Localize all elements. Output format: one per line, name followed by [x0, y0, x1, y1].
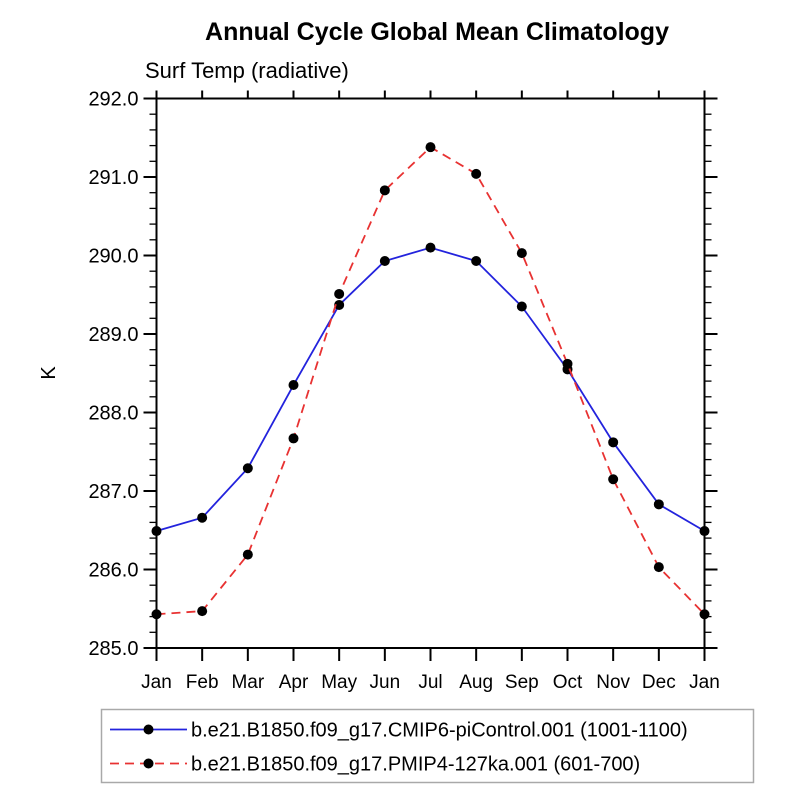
data-point [471, 255, 482, 266]
x-tick-label: Sep [505, 672, 539, 693]
data-point [379, 255, 390, 266]
data-point [562, 358, 573, 369]
data-point [334, 299, 345, 310]
data-point [516, 301, 527, 312]
legend-label-0: b.e21.B1850.f09_g17.CMIP6-piControl.001 … [191, 720, 688, 742]
legend-marker-0 [143, 724, 154, 735]
y-tick-label: 290.0 [88, 246, 138, 268]
data-point [425, 142, 436, 153]
y-axis-title: K [38, 366, 60, 380]
data-point [151, 526, 162, 537]
series-line-0 [156, 246, 705, 532]
data-point [288, 380, 299, 391]
data-point [197, 512, 208, 523]
chart-subtitle: Surf Temp (radiative) [145, 58, 349, 83]
data-point [242, 463, 253, 474]
y-tick-label: 291.0 [88, 167, 138, 189]
x-tick-label: Nov [596, 672, 630, 693]
y-tick-label: 288.0 [88, 403, 138, 425]
x-tick-label: Jul [418, 672, 442, 693]
plot-frame [155, 97, 706, 649]
data-point [151, 609, 162, 620]
legend-label-1: b.e21.B1850.f09_g17.PMIP4-127ka.001 (601… [191, 754, 640, 776]
y-tick-label: 287.0 [88, 481, 138, 503]
data-point [242, 549, 253, 560]
x-tick-label: Jan [141, 672, 172, 693]
data-point [699, 609, 710, 620]
data-point [608, 474, 619, 485]
x-tick-label: Mar [231, 672, 264, 693]
series-line-1 [156, 146, 706, 616]
data-point [608, 437, 619, 448]
x-tick-label: Feb [186, 672, 219, 693]
y-tick-label: 286.0 [88, 560, 138, 582]
x-tick-label: Oct [553, 672, 583, 693]
x-tick-label: May [321, 672, 357, 693]
data-point [699, 526, 710, 537]
x-tick-label: Dec [642, 672, 676, 693]
legend-marker-1 [143, 758, 154, 769]
plot-area: 285.0 286.0 287.0 288.0 289.0 290.0 291.0 292.0… [88, 89, 719, 694]
chart-title: Annual Cycle Global Mean Climatology [205, 18, 669, 46]
data-point [653, 562, 664, 573]
data-point [471, 168, 482, 179]
x-tick-label: Jan [689, 672, 720, 693]
data-point [653, 499, 664, 510]
legend: b.e21.B1850.f09_g17.CMIP6-piControl.001 … [100, 708, 755, 784]
data-point [197, 606, 208, 617]
data-point [379, 185, 390, 196]
x-tick-label: Apr [279, 672, 309, 693]
data-point [516, 248, 527, 259]
y-tick-label: 285.0 [88, 638, 138, 660]
x-tick-label: Aug [459, 672, 493, 693]
data-point [425, 242, 436, 253]
legend-box [100, 708, 755, 784]
data-point [334, 288, 345, 299]
y-tick-label: 289.0 [88, 324, 138, 346]
y-tick-label: 292.0 [88, 89, 138, 111]
x-tick-label: Jun [370, 672, 401, 693]
data-point [288, 433, 299, 444]
